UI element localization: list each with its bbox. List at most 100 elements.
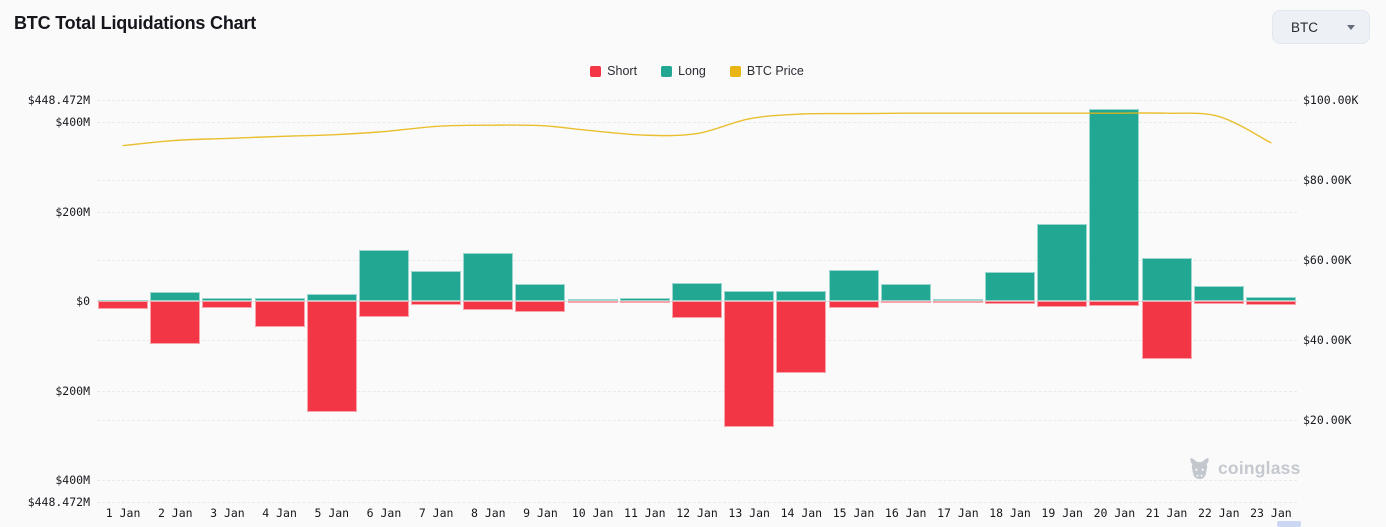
right-axis-tick: $100.00K [1303, 93, 1359, 107]
gridline [97, 340, 1297, 341]
bar-short[interactable] [306, 301, 357, 412]
bar-long[interactable] [1037, 224, 1088, 301]
gridline [97, 480, 1297, 481]
bar-long[interactable] [724, 290, 775, 301]
bar-short[interactable] [724, 301, 775, 427]
legend-swatch [729, 65, 741, 77]
x-axis-tick: 2 Jan [157, 506, 193, 520]
x-axis-tick: 4 Jan [262, 506, 297, 520]
bar-short[interactable] [672, 301, 722, 318]
left-axis-tick: $448.472M [27, 93, 90, 108]
right-axis-tick: $80.00K [1303, 173, 1352, 187]
legend-item-short[interactable]: Short [590, 64, 637, 78]
right-axis-tick: $20.00K [1303, 413, 1352, 427]
gridline [97, 100, 1297, 101]
bar-long[interactable] [463, 253, 514, 301]
x-axis-tick: 6 Jan [366, 506, 402, 520]
bar-short[interactable] [932, 301, 983, 303]
bar-short[interactable] [411, 301, 462, 306]
bar-long[interactable] [1089, 109, 1140, 301]
bar-long[interactable] [358, 249, 409, 301]
bar-short[interactable] [1037, 301, 1088, 307]
coinglass-bull-icon [1190, 457, 1209, 480]
x-axis-tick: 14 Jan [780, 506, 823, 520]
legend-swatch [590, 65, 602, 77]
x-axis-tick: 10 Jan [571, 506, 614, 520]
x-axis-tick: 7 Jan [418, 506, 454, 520]
bar-short[interactable] [358, 301, 409, 317]
bar-short[interactable] [567, 301, 618, 303]
right-axis-tick: $60.00K [1303, 253, 1352, 267]
bar-long[interactable] [515, 283, 566, 301]
coinglass-watermark: coinglass [1186, 455, 1301, 482]
left-axis-tick: $400M [55, 115, 90, 129]
x-axis-tick: 12 Jan [676, 506, 718, 520]
bar-long[interactable] [306, 293, 357, 301]
x-axis-tick: 22 Jan [1197, 506, 1240, 520]
bar-short[interactable] [828, 301, 879, 309]
bar-short[interactable] [1141, 301, 1192, 359]
x-axis-tick: 11 Jan [624, 506, 666, 520]
bar-long[interactable] [672, 282, 722, 301]
bar-long[interactable] [619, 297, 670, 301]
x-axis-tick: 19 Jan [1041, 506, 1083, 520]
gridline [97, 420, 1297, 421]
x-axis-tick: 23 Jan [1250, 506, 1292, 520]
x-axis-tick: 8 Jan [470, 506, 506, 520]
x-axis-tick: 17 Jan [937, 506, 979, 520]
legend-label: Short [607, 64, 638, 78]
x-axis-tick: 5 Jan [314, 506, 350, 520]
x-axis-tick: 21 Jan [1145, 506, 1188, 520]
x-axis-tick: 18 Jan [989, 506, 1031, 520]
left-axis-tick: $0 [76, 294, 90, 308]
bar-long[interactable] [254, 298, 305, 301]
bar-short[interactable] [515, 301, 566, 313]
gridline [97, 390, 1297, 392]
x-axis-tick: 13 Jan [728, 506, 770, 520]
bar-short[interactable] [619, 301, 670, 304]
left-axis-tick: $400M [55, 473, 90, 487]
legend-label: BTC Price [746, 64, 804, 78]
page-title: BTC Total Liquidations Chart [14, 13, 257, 33]
bar-long[interactable] [567, 299, 618, 302]
chart-legend: Short Long BTC Price [97, 63, 1297, 79]
bar-long[interactable] [1141, 258, 1192, 301]
gridline [97, 211, 1297, 213]
x-axis-tick: 15 Jan [832, 506, 875, 520]
left-axis-tick: $200M [55, 383, 90, 398]
bar-short[interactable] [1245, 301, 1296, 306]
zoom-slider-handle[interactable] [1277, 521, 1301, 527]
chevron-down-icon [1347, 24, 1355, 30]
bar-long[interactable] [150, 292, 201, 301]
bar-short[interactable] [254, 301, 305, 327]
bar-short[interactable] [98, 301, 149, 309]
bar-short[interactable] [776, 301, 827, 374]
bar-long[interactable] [1245, 296, 1296, 301]
bar-long[interactable] [880, 283, 931, 301]
bar-long[interactable] [776, 291, 827, 301]
bar-short[interactable] [1193, 301, 1244, 305]
legend-label: Long [678, 64, 706, 78]
legend-item-long[interactable]: Long [661, 64, 706, 78]
bar-short[interactable] [202, 301, 253, 309]
legend-item-btc-price[interactable]: BTC Price [729, 64, 804, 78]
left-axis-tick: $448.472M [27, 494, 90, 509]
bar-long[interactable] [932, 299, 983, 302]
x-axis-tick: 3 Jan [210, 506, 245, 520]
bar-short[interactable] [985, 301, 1036, 304]
x-axis-tick: 16 Jan [884, 506, 927, 520]
coin-selector-dropdown[interactable]: BTC [1272, 10, 1370, 44]
gridline [97, 260, 1297, 261]
bar-short[interactable] [463, 301, 514, 310]
bar-long[interactable] [1193, 285, 1244, 301]
bar-short[interactable] [1089, 301, 1140, 307]
bar-short[interactable] [150, 301, 201, 344]
x-axis-tick: 1 Jan [105, 506, 141, 520]
bar-long[interactable] [828, 269, 879, 301]
bar-short[interactable] [880, 301, 931, 304]
bar-long[interactable] [411, 270, 462, 301]
bar-long[interactable] [202, 298, 253, 301]
bar-long[interactable] [985, 272, 1036, 301]
legend-swatch [661, 65, 673, 77]
